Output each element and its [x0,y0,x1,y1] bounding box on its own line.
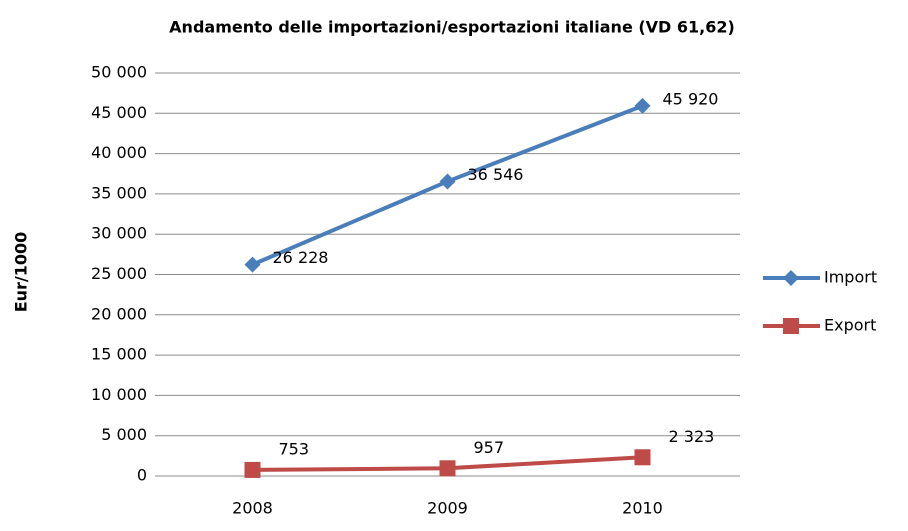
marker [634,449,651,466]
marker [244,256,261,273]
y-tick-label: 10 000 [91,385,147,404]
x-tick-label: 2010 [622,499,663,518]
legend-label: Import [824,268,877,287]
data-label: 36 546 [468,165,524,184]
y-tick-label: 45 000 [91,103,147,122]
marker [439,460,456,477]
marker [783,270,799,286]
y-tick-label: 25 000 [91,264,147,283]
y-tick-label: 40 000 [91,143,147,162]
y-tick-label: 50 000 [91,63,147,82]
y-axis-label: Eur/1000 [12,232,31,313]
marker [634,97,651,114]
y-tick-label: 20 000 [91,304,147,323]
legend-label: Export [824,316,876,335]
y-tick-label: 30 000 [91,224,147,243]
marker [244,461,261,478]
chart-title: Andamento delle importazioni/esportazion… [169,18,735,37]
data-label: 26 228 [273,248,329,267]
y-tick-label: 0 [137,466,147,485]
y-tick-label: 15 000 [91,345,147,364]
data-label: 45 920 [663,89,719,108]
data-label: 2 323 [669,427,715,446]
x-tick-label: 2008 [232,499,273,518]
data-label: 753 [279,439,310,458]
marker [439,173,456,190]
y-tick-label: 5 000 [101,425,147,444]
marker [783,318,799,334]
data-label: 957 [474,438,505,457]
x-tick-label: 2009 [427,499,468,518]
y-tick-label: 35 000 [91,183,147,202]
